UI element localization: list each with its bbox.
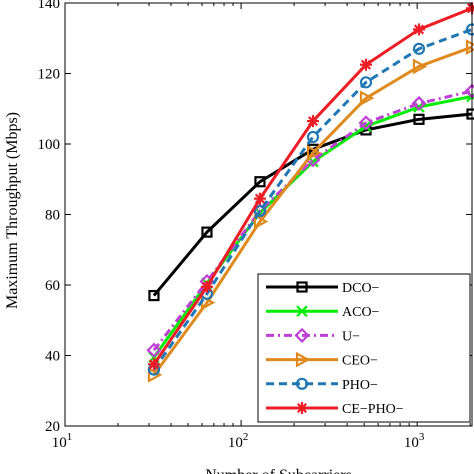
- data-point: [147, 358, 160, 371]
- legend-label: CE−PHO−: [342, 402, 404, 417]
- data-point: [360, 120, 372, 133]
- data-point: [306, 115, 319, 128]
- data-point: [295, 351, 311, 368]
- y-tick-label: 40: [45, 349, 60, 365]
- data-point: [306, 144, 322, 161]
- data-point: [296, 281, 308, 293]
- legend-label: U−: [342, 329, 360, 344]
- legend-item: CEO−: [266, 351, 378, 369]
- data-point: [296, 305, 308, 317]
- data-point: [253, 213, 269, 230]
- legend-item: ACO−: [266, 305, 380, 320]
- legend: DCO− ACO− U− CEO− PHO− CE−PHO−: [257, 273, 471, 423]
- data-point: [148, 289, 160, 302]
- data-point: [411, 95, 427, 112]
- data-point: [359, 90, 375, 107]
- y-axis: 20 40 60 80 100 120 140: [38, 0, 472, 435]
- data-point: [295, 377, 309, 390]
- y-tick-label: 20: [45, 419, 60, 435]
- legend-label: PHO−: [342, 378, 378, 393]
- legend-item: DCO−: [266, 281, 380, 296]
- y-tick-label: 100: [38, 137, 61, 153]
- data-point: [306, 130, 320, 144]
- data-point: [413, 113, 425, 125]
- data-point: [147, 367, 163, 383]
- data-point: [412, 23, 425, 36]
- data-point: [294, 327, 310, 343]
- data-point: [359, 58, 372, 71]
- x-axis: 101 102 103: [52, 3, 471, 451]
- series-line: [152, 28, 473, 371]
- x-axis-title: Number of Subcarriers: [205, 467, 352, 474]
- y-tick-label: 140: [38, 0, 61, 12]
- data-point: [254, 176, 266, 188]
- data-point: [253, 192, 266, 205]
- y-tick-label: 80: [45, 208, 60, 224]
- data-point: [200, 280, 213, 293]
- y-tick-label: 60: [45, 278, 60, 294]
- data-point: [296, 402, 308, 414]
- legend-item: U−: [266, 327, 360, 344]
- y-axis-title: Maximum Throughput (Mbps): [4, 112, 21, 309]
- y-tick-label: 120: [38, 67, 61, 83]
- legend-box: [257, 273, 471, 423]
- legend-label: DCO−: [342, 281, 380, 296]
- data-point: [201, 226, 213, 238]
- data-point: [412, 58, 428, 75]
- data-point: [359, 76, 373, 89]
- data-point: [253, 204, 267, 218]
- data-point: [358, 115, 374, 131]
- legend-label: ACO−: [342, 305, 380, 320]
- series-5: [147, 2, 474, 371]
- series-line: [152, 45, 473, 376]
- data-point: [146, 342, 162, 358]
- x-tick-label: 102: [228, 431, 249, 451]
- x-tick-label: 103: [404, 431, 425, 451]
- data-point: [412, 42, 426, 55]
- legend-item: PHO−: [266, 377, 378, 393]
- legend-label: CEO−: [342, 354, 378, 369]
- x-tick-label: 101: [52, 431, 73, 451]
- legend-item: CE−PHO−: [266, 402, 404, 417]
